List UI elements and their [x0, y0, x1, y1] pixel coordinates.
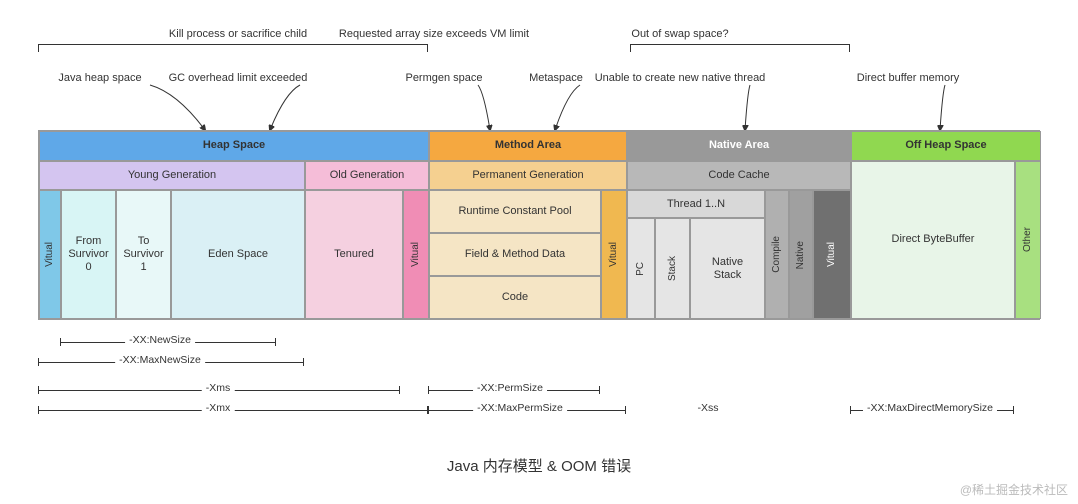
- old-gen-header: Old Generation: [305, 161, 429, 191]
- diagram-title: Java 内存模型 & OOM 错误: [0, 455, 1078, 476]
- young-gen-header: Young Generation: [39, 161, 305, 191]
- native-area: Native Area Code Cache Thread 1..N PC St…: [627, 131, 851, 319]
- perm-gen-header: Permanent Generation: [429, 161, 627, 191]
- error-label-native-thread: Unable to create new native thread: [595, 72, 766, 84]
- method-area: Method Area Permanent Generation Runtime…: [429, 131, 627, 319]
- young-virtual: Vitual: [39, 190, 61, 319]
- range-label-permsize: -XX:PermSize: [473, 382, 547, 394]
- field-method-data: Field & Method Data: [429, 233, 601, 276]
- old-virtual: Vitual: [403, 190, 429, 319]
- error-label-metaspace: Metaspace: [529, 72, 583, 84]
- range-label-maxdirect: -XX:MaxDirectMemorySize: [863, 402, 997, 414]
- direct-bytebuffer: Direct ByteBuffer: [851, 161, 1015, 319]
- tenured: Tenured: [305, 190, 403, 319]
- range-label-xss: -Xss: [694, 402, 723, 414]
- range-label-maxpermsize: -XX:MaxPermSize: [473, 402, 567, 414]
- arrow: [940, 85, 945, 130]
- arrow: [478, 85, 490, 130]
- watermark: @稀土掘金技术社区: [960, 481, 1068, 498]
- stack: Stack: [655, 218, 690, 319]
- pc: PC: [627, 218, 655, 319]
- error-label-java-heap: Java heap space: [58, 72, 141, 84]
- method-header: Method Area: [429, 131, 627, 161]
- range-label-xms: -Xms: [202, 382, 235, 394]
- arrow: [555, 85, 580, 130]
- range-label-maxnewsize: -XX:MaxNewSize: [115, 354, 205, 366]
- native-stack: Native Stack: [690, 218, 765, 319]
- bracket-out-swap: [630, 44, 850, 52]
- native-header: Native Area: [627, 131, 851, 161]
- native-virtual: Vitual: [813, 190, 851, 319]
- error-label-gc-overhead: GC overhead limit exceeded: [169, 72, 308, 84]
- compile: Compile: [765, 190, 789, 319]
- jvm-memory-diagram: Heap Space Young Generation Old Generati…: [38, 130, 1040, 320]
- survivor-1: To Survivor 1: [116, 190, 171, 319]
- arrow: [150, 85, 205, 130]
- code-cache-header: Code Cache: [627, 161, 851, 191]
- error-label-out-swap: Out of swap space?: [631, 28, 728, 40]
- off-heap-space: Off Heap Space Direct ByteBuffer Other: [851, 131, 1041, 319]
- error-label-permgen: Permgen space: [405, 72, 482, 84]
- thread-header: Thread 1..N: [627, 190, 765, 218]
- bracket-kill-process: [38, 44, 428, 52]
- range-label-newsize: -XX:NewSize: [125, 334, 195, 346]
- perm-virtual: Vitual: [601, 190, 627, 319]
- error-label-direct-buffer: Direct buffer memory: [857, 72, 960, 84]
- other: Other: [1015, 161, 1041, 319]
- heap-header: Heap Space: [39, 131, 429, 161]
- heap-space: Heap Space Young Generation Old Generati…: [39, 131, 429, 319]
- runtime-constant-pool: Runtime Constant Pool: [429, 190, 601, 233]
- error-label-req-array: Requested array size exceeds VM limit: [339, 28, 529, 40]
- native-col: Native: [789, 190, 813, 319]
- offheap-header: Off Heap Space: [851, 131, 1041, 161]
- range-label-xmx: -Xmx: [202, 402, 235, 414]
- eden-space: Eden Space: [171, 190, 305, 319]
- error-label-kill-process: Kill process or sacrifice child: [169, 28, 307, 40]
- code-area: Code: [429, 276, 601, 319]
- survivor-0: From Survivor 0: [61, 190, 116, 319]
- arrow: [270, 85, 300, 130]
- arrow: [745, 85, 750, 130]
